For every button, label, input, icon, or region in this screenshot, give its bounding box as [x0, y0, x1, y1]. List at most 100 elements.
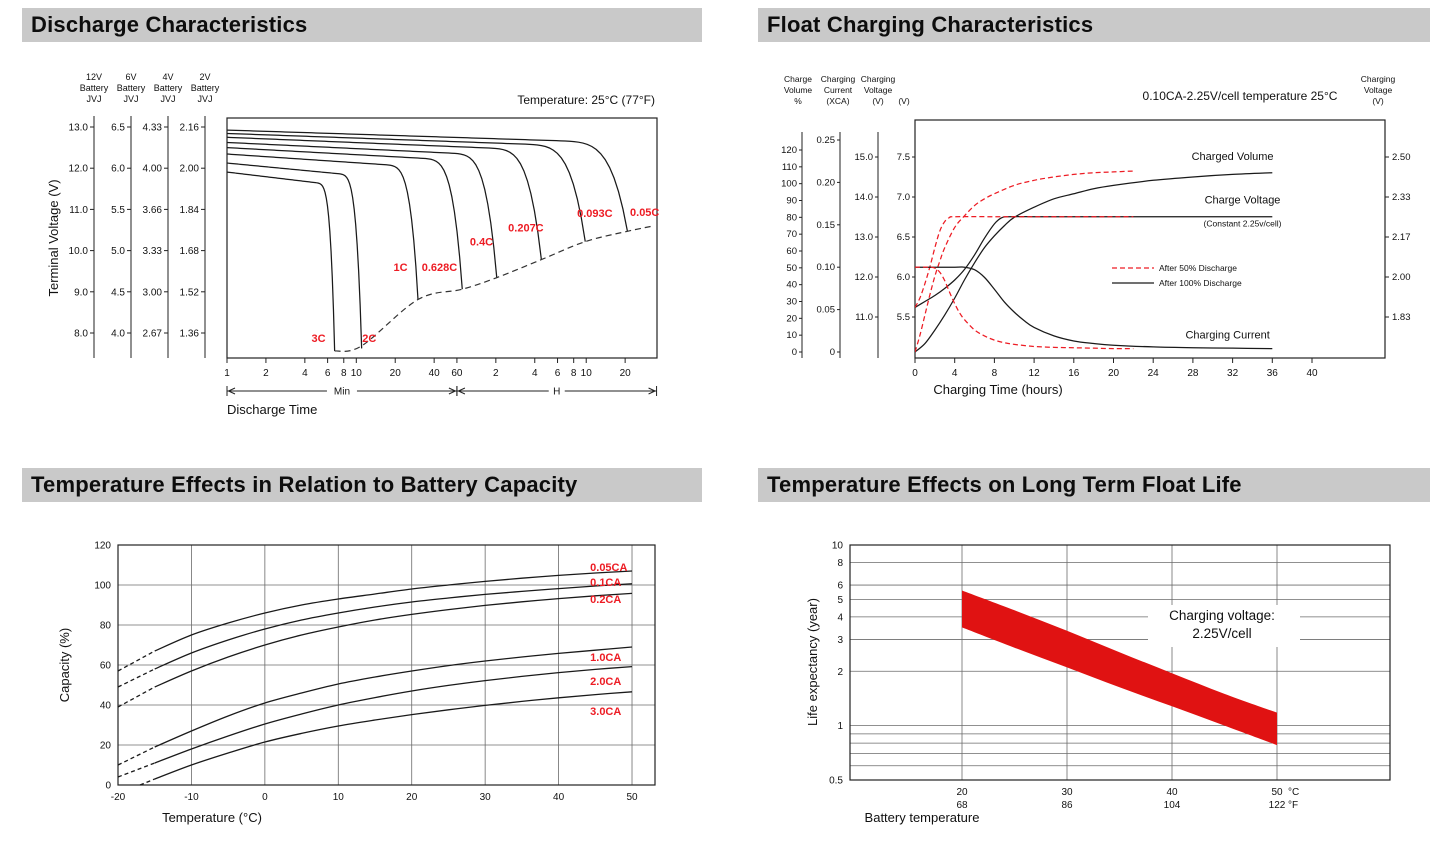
svg-text:0.15: 0.15 — [817, 220, 836, 231]
svg-text:40: 40 — [553, 792, 565, 803]
svg-text:120: 120 — [781, 145, 797, 156]
svg-text:12.0: 12.0 — [855, 272, 874, 283]
svg-text:6.5: 6.5 — [897, 232, 910, 243]
svg-text:30: 30 — [786, 296, 797, 307]
svg-text:40: 40 — [429, 368, 441, 379]
left-axis-header: Charging — [821, 74, 856, 84]
float-life-band — [962, 590, 1277, 746]
svg-text:80: 80 — [786, 212, 797, 223]
svg-text:2.67: 2.67 — [143, 329, 163, 340]
svg-text:1.36: 1.36 — [180, 329, 200, 340]
voltage-axis-header: Battery — [117, 83, 146, 93]
left-axis-header: (XCA) — [826, 96, 849, 106]
svg-text:4: 4 — [532, 368, 538, 379]
svg-text:6.0: 6.0 — [897, 272, 910, 283]
svg-text:40: 40 — [786, 280, 797, 291]
svg-text:2.00: 2.00 — [180, 164, 200, 175]
svg-text:13.0: 13.0 — [69, 123, 89, 134]
left-axis-header: Charging — [861, 74, 896, 84]
svg-text:50: 50 — [786, 263, 797, 274]
svg-text:80: 80 — [100, 621, 112, 632]
svg-text:8.0: 8.0 — [74, 329, 88, 340]
voltage-axis-header: 2V — [199, 72, 210, 82]
rate-label-0.05C: 0.05C — [630, 207, 659, 219]
inner-label: Charged Volume — [1192, 151, 1274, 163]
svg-text:16: 16 — [1068, 368, 1080, 379]
svg-text:14.0: 14.0 — [855, 192, 874, 203]
plot-border — [914, 119, 1386, 359]
svg-text:3.33: 3.33 — [143, 246, 163, 257]
svg-text:12: 12 — [1029, 368, 1041, 379]
svg-text:70: 70 — [786, 229, 797, 240]
voltage-axis-header: Battery — [191, 83, 220, 93]
left-axis-header: Voltage — [864, 85, 893, 95]
svg-text:2: 2 — [837, 667, 843, 678]
discharge-chart-svg: Temperature: 25°C (77°F)12VBatteryJVJ13.… — [46, 72, 659, 417]
svg-text:4: 4 — [302, 368, 308, 379]
svg-text:6: 6 — [837, 581, 843, 592]
svg-text:0: 0 — [105, 781, 111, 792]
plot-border — [226, 117, 658, 359]
svg-text:30: 30 — [480, 792, 492, 803]
celsius-unit-label: °C — [1288, 787, 1299, 798]
svg-text:6: 6 — [325, 368, 331, 379]
svg-text:1: 1 — [837, 721, 843, 732]
inner-label: Charging Current — [1185, 330, 1269, 342]
svg-text:0: 0 — [830, 347, 835, 358]
rate-label-1C: 1C — [394, 262, 408, 274]
svg-text:100: 100 — [781, 179, 797, 190]
svg-text:1.84: 1.84 — [180, 205, 200, 216]
section-header-discharge: Discharge Characteristics — [22, 8, 702, 42]
svg-text:30: 30 — [1061, 787, 1073, 798]
legend: After 50% Discharge After 100% Discharge — [1112, 263, 1242, 288]
svg-text:0.25: 0.25 — [817, 135, 836, 146]
svg-text:10.0: 10.0 — [69, 246, 89, 257]
svg-text:13.0: 13.0 — [855, 232, 874, 243]
svg-text:6: 6 — [555, 368, 561, 379]
y-axis-label: Terminal Voltage (V) — [46, 179, 61, 296]
svg-text:2: 2 — [263, 368, 269, 379]
right-axis-header: (V) — [1372, 96, 1384, 106]
svg-text:4.5: 4.5 — [111, 287, 125, 298]
svg-text:3: 3 — [837, 635, 843, 646]
svg-text:4.33: 4.33 — [143, 123, 163, 134]
inner-label: Charge Voltage — [1205, 195, 1281, 207]
svg-text:2.00: 2.00 — [1392, 272, 1411, 283]
voltage-axis-header: Battery — [154, 83, 183, 93]
svg-text:10: 10 — [786, 330, 797, 341]
grid — [117, 544, 655, 786]
series-label-0.2CA: 0.2CA — [590, 594, 621, 606]
svg-text:10: 10 — [351, 368, 363, 379]
float-life-chart: Charging voltage: 2.25V/cell 10 8 6 5 4 3 2 1 0.5 2… — [760, 510, 1446, 840]
temperature-annotation: Temperature: 25°C (77°F) — [517, 93, 655, 107]
voltage-axis-header: 12V — [86, 72, 102, 82]
capacity-curves — [117, 570, 633, 786]
rate-label-2C: 2C — [362, 333, 376, 345]
svg-text:20: 20 — [1108, 368, 1120, 379]
voltage-axis-header: JVJ — [197, 94, 212, 104]
svg-text:10: 10 — [581, 368, 593, 379]
svg-text:8: 8 — [837, 558, 843, 569]
rate-label-0.207C: 0.207C — [508, 222, 544, 234]
right-axis-header: Charging — [1361, 74, 1396, 84]
svg-text:9.0: 9.0 — [74, 287, 88, 298]
right-axis-header: Voltage — [1364, 85, 1393, 95]
svg-text:20: 20 — [390, 368, 402, 379]
svg-text:5.0: 5.0 — [111, 246, 125, 257]
svg-text:24: 24 — [1148, 368, 1160, 379]
svg-text:4.0: 4.0 — [111, 329, 125, 340]
svg-text:1.68: 1.68 — [180, 246, 200, 257]
float-charging-chart-svg: 0.10CA-2.25V/cell temperature 25°C Charge… — [781, 74, 1411, 397]
y-axis-label: Life expectancy (year) — [805, 598, 820, 726]
x-axis-label: Charging Time (hours) — [933, 382, 1062, 397]
svg-text:5.5: 5.5 — [897, 312, 910, 323]
temp-capacity-chart-svg: -20 -10 0 10 20 30 40 50 0 20 40 60 80 100 120 Capacity… — [57, 541, 656, 825]
x-axis-label: Temperature (°C) — [162, 810, 262, 825]
svg-text:0.10: 0.10 — [817, 262, 836, 273]
svg-text:20: 20 — [956, 787, 968, 798]
svg-text:7.0: 7.0 — [897, 192, 910, 203]
left-axis-header: Current — [824, 85, 853, 95]
x-axis-label: Discharge Time — [227, 402, 317, 417]
series-label-0.05CA: 0.05CA — [590, 562, 627, 574]
